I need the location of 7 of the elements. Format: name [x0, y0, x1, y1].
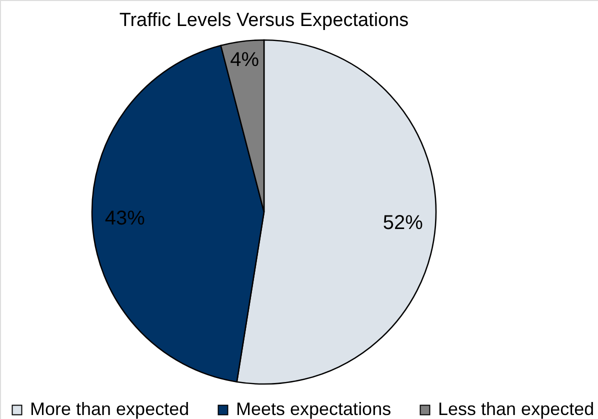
data-label: 4%	[230, 49, 260, 72]
chart-title: Traffic Levels Versus Expectations	[119, 10, 409, 31]
legend-label: Less than expected	[438, 399, 594, 419]
data-label: 43%	[104, 208, 146, 230]
legend-label: Meets expectations	[236, 399, 392, 419]
data-label: 52%	[382, 212, 424, 234]
legend-label: More than expected	[30, 399, 190, 419]
